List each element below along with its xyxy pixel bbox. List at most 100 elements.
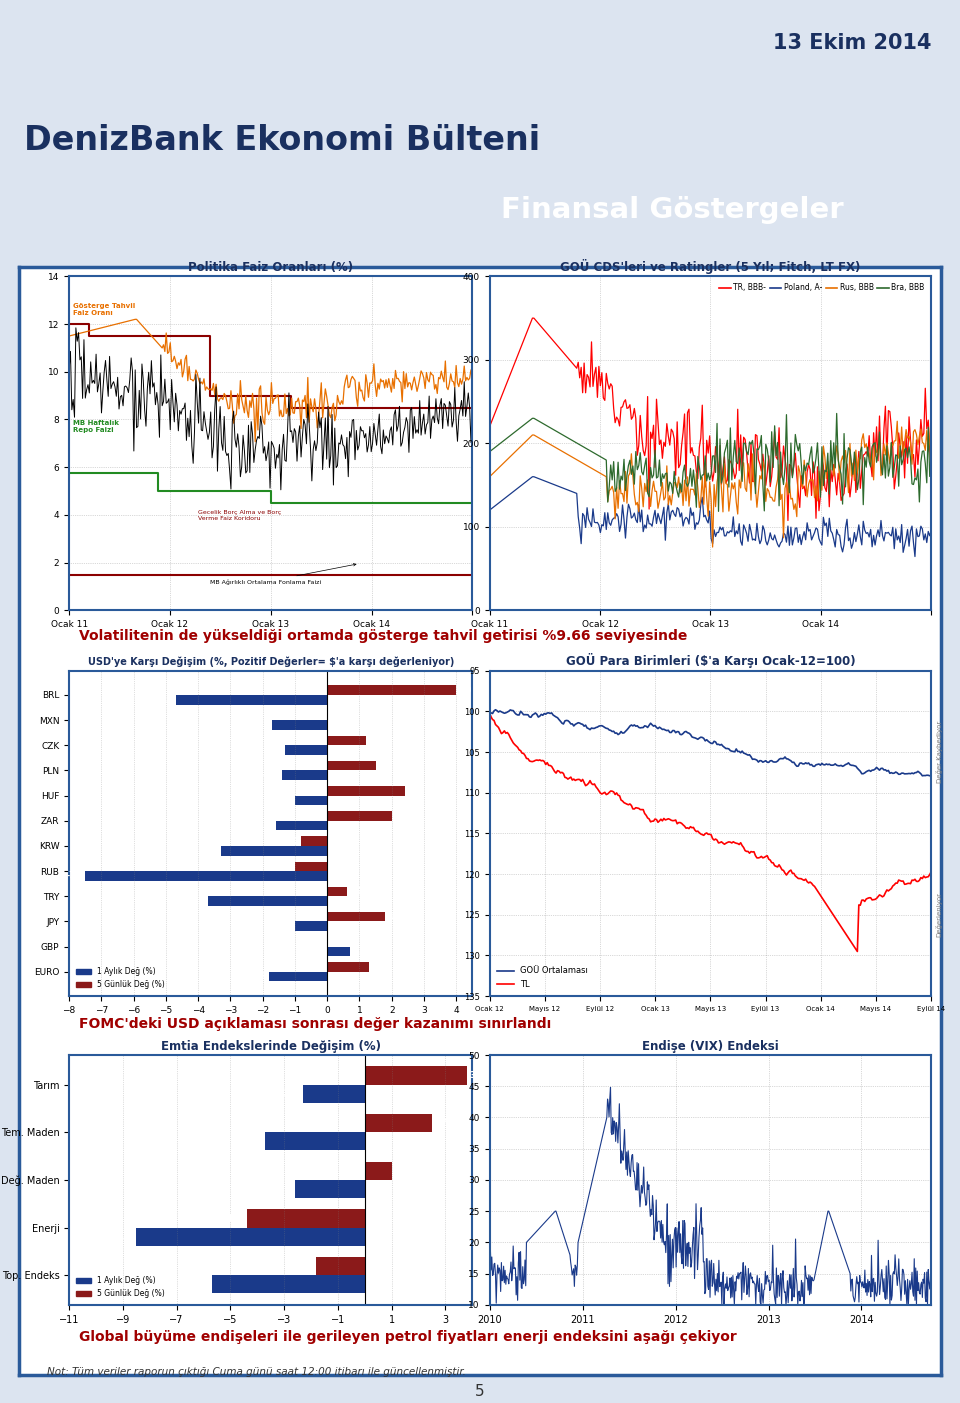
Text: DenizBank Ekonomi Bülteni: DenizBank Ekonomi Bülteni [24,123,540,157]
Text: Değerleniyor: Değerleniyor [936,892,943,937]
Bar [276,821,327,831]
Text: -3.7: -3.7 [188,897,205,905]
Text: -1.3: -1.3 [266,745,282,755]
Text: 1.2: 1.2 [369,737,382,745]
TL [486,709,497,725]
Text: -2.6: -2.6 [273,1184,291,1194]
Text: 4.0: 4.0 [459,686,472,694]
Text: -7.5: -7.5 [66,871,83,881]
Text: 0.7: 0.7 [352,947,366,955]
Text: 1.8: 1.8 [388,912,401,922]
Text: 1.5: 1.5 [378,762,392,770]
Bar [136,1228,365,1246]
Text: Finansal Göstergeler: Finansal Göstergeler [501,196,843,223]
Legend: GOÜ Ortalaması, TL: GOÜ Ortalaması, TL [493,962,591,992]
Bar [327,686,456,694]
Text: 3.8: 3.8 [469,1070,485,1080]
Text: -1.8: -1.8 [294,1261,312,1271]
Text: MB Haftalık
Repo Faizi: MB Haftalık Repo Faizi [73,419,119,434]
GOÜ Ortalaması [885,765,897,781]
Text: MB Ağırlıklı Ortalama Fonlama Faizi: MB Ağırlıklı Ortalama Fonlama Faizi [210,564,356,585]
Bar [282,770,327,780]
Text: -4.7: -4.7 [156,696,173,704]
TL [852,943,863,960]
Bar [285,745,327,755]
Text: -3.7: -3.7 [243,1136,261,1146]
Bar [176,694,327,704]
Text: 2.4: 2.4 [407,786,420,796]
Bar [327,735,366,745]
Text: Değer Kaybediyor: Değer Kaybediyor [936,721,943,783]
TL [755,849,766,866]
Text: Tahvil Piyasaları: Tahvil Piyasaları [36,394,46,497]
Line: GOÜ Ortalaması: GOÜ Ortalaması [490,710,931,776]
Text: -0.8: -0.8 [282,836,299,846]
Title: GOÜ Para Birimleri ($'a Karşı Ocak-12=100): GOÜ Para Birimleri ($'a Karşı Ocak-12=10… [565,652,855,668]
Bar [365,1066,467,1085]
Bar [273,720,327,730]
Bar [327,912,385,922]
Bar [327,786,404,796]
Text: -1.0: -1.0 [276,922,293,930]
Bar [221,846,327,856]
Bar [327,947,349,957]
Bar [301,836,327,846]
Bar [317,1257,365,1275]
Text: -1.8: -1.8 [250,972,267,981]
Text: -2.3: -2.3 [280,1089,299,1099]
Title: GOÜ CDS'leri ve Ratingler (5 Yıl; Fitch, LT FX): GOÜ CDS'leri ve Ratingler (5 Yıl; Fitch,… [561,258,860,274]
Bar [365,1162,392,1180]
GOÜ Ortalaması [747,751,758,767]
TL [925,863,937,880]
Text: 5: 5 [475,1385,485,1399]
Title: Politika Faiz Oranları (%): Politika Faiz Oranları (%) [188,261,353,274]
Bar [327,887,347,897]
Line: TL: TL [490,713,931,951]
Bar [295,796,327,805]
Text: -5.7: -5.7 [189,1280,207,1289]
Text: Emtia Piyasaları: Emtia Piyasaları [36,1134,46,1233]
Text: -4.4: -4.4 [224,1214,243,1223]
Title: Endişe (VIX) Endeksi: Endişe (VIX) Endeksi [642,1040,779,1052]
Text: Gecelik Borç Alma ve Borç
Verme Faiz Koridoru: Gecelik Borç Alma ve Borç Verme Faiz Kor… [198,511,281,521]
Legend: 1 Aylık Değ (%), 5 Günlük Değ (%): 1 Aylık Değ (%), 5 Günlük Değ (%) [73,1273,168,1301]
Text: -3.3: -3.3 [202,846,218,856]
GOÜ Ortalaması [925,767,937,784]
Legend: 1 Aylık Değ (%), 5 Günlük Değ (%): 1 Aylık Değ (%), 5 Günlük Değ (%) [73,964,168,992]
TL [484,704,495,721]
Text: 13 Ekim 2014: 13 Ekim 2014 [773,34,931,53]
Title: USD'ye Karşı Değişim (%, Pozitif Değerler= $'a karşı değerleniyor): USD'ye Karşı Değişim (%, Pozitif Değerle… [87,657,454,666]
Text: Global büyüme endişeleri ile gerileyen petrol fiyatları enerji endeksini aşağı ç: Global büyüme endişeleri ile gerileyen p… [80,1330,737,1344]
Bar [211,1275,365,1294]
Text: FOMC'deki USD açıklaması sonrası değer kazanımı sınırlandı: FOMC'deki USD açıklaması sonrası değer k… [80,1017,552,1031]
Bar [327,962,369,972]
Bar [295,861,327,871]
Text: -1.0: -1.0 [276,861,293,871]
GOÜ Ortalaması [486,704,497,721]
TL [747,843,758,860]
TL [745,843,756,860]
Bar [303,1085,365,1103]
Text: 1.0: 1.0 [395,1166,409,1176]
Legend: TR, BBB-, Poland, A-, Rus, BBB, Bra, BBB: TR, BBB-, Poland, A-, Rus, BBB, Bra, BBB [716,281,927,295]
Text: -1.6: -1.6 [256,821,273,831]
Title: Emtia Endekslerinde Değişim (%): Emtia Endekslerinde Değişim (%) [160,1040,381,1052]
Text: 2.5: 2.5 [435,1118,449,1128]
Bar [269,972,327,981]
Text: 1.3: 1.3 [372,962,385,971]
Text: Not: Tüm veriler raporun çıktığı Cuma günü saat 12:00 itibarı ile güncellenmişti: Not: Tüm veriler raporun çıktığı Cuma gü… [47,1367,467,1378]
Bar [295,922,327,932]
Text: -1.0: -1.0 [276,796,293,805]
Text: Volatilitenin de yükseldiği ortamda gösterge tahvil getirisi %9.66 seviyesinde: Volatilitenin de yükseldiği ortamda göst… [80,629,687,643]
Bar [265,1132,365,1150]
Text: 0.6: 0.6 [349,887,363,897]
Bar [295,1180,365,1198]
Bar [365,1114,432,1132]
Bar [207,897,327,906]
Text: -1.7: -1.7 [253,720,270,730]
Bar [327,760,375,770]
Text: Gösterge Tahvil
Faiz Oranı: Gösterge Tahvil Faiz Oranı [73,303,135,316]
TL [857,892,869,909]
Text: 2.0: 2.0 [395,811,408,821]
GOÜ Ortalaması [484,704,495,721]
